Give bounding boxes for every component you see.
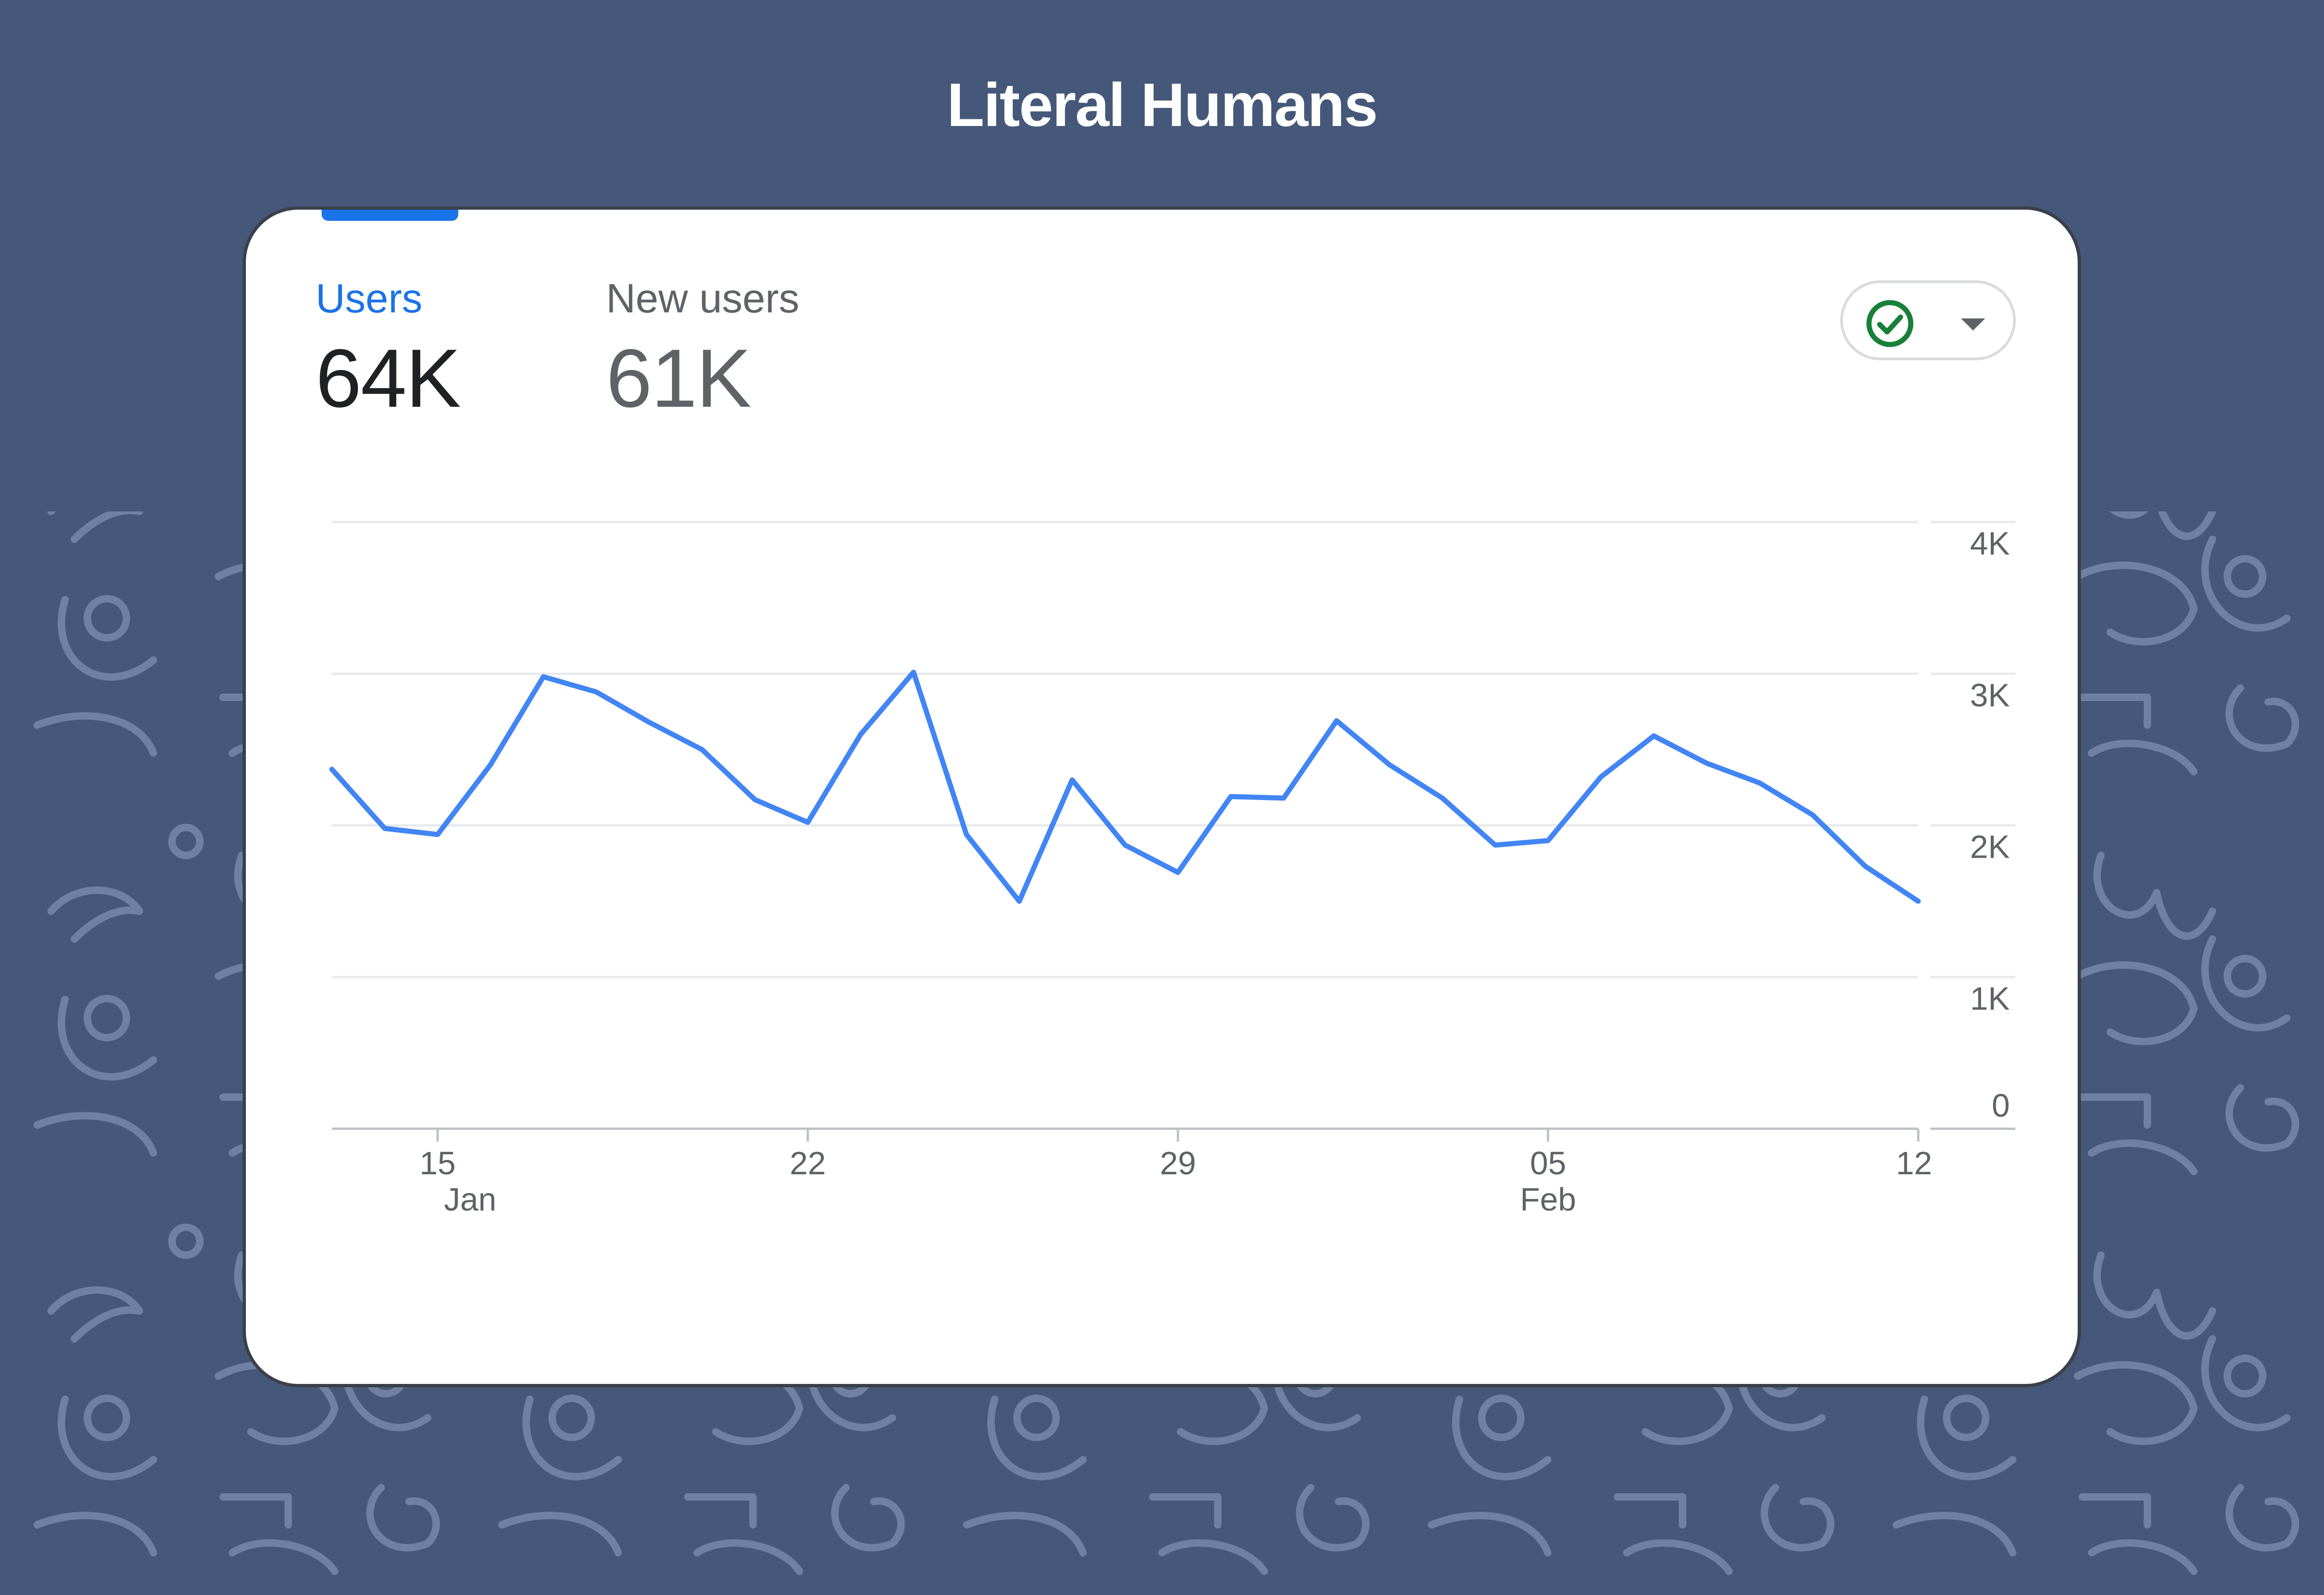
analytics-card: Users 64K New users 61K 0 1K 2K 3K 4K 15 Jan 22… bbox=[243, 206, 2081, 1387]
new-users-value: 61K bbox=[606, 332, 752, 424]
caret-down-icon bbox=[1961, 318, 1985, 331]
new-users-label: New users bbox=[606, 275, 799, 321]
tab-new-users[interactable]: New users 61K bbox=[606, 275, 799, 426]
check-circle-icon bbox=[1866, 300, 1914, 347]
chart-gridlines bbox=[332, 521, 2015, 1130]
x-tick-label: 22 bbox=[790, 1145, 826, 1181]
x-tick-month-label: Feb bbox=[1520, 1181, 1576, 1218]
tab-users[interactable]: Users 64K bbox=[316, 275, 461, 426]
x-tick-month-label: Jan bbox=[444, 1181, 496, 1218]
y-tick-label: 2K bbox=[1970, 829, 2010, 865]
users-label: Users bbox=[316, 275, 423, 321]
chart-series bbox=[329, 669, 1921, 904]
status-dropdown-button[interactable] bbox=[1840, 280, 2016, 360]
x-tick-label: 12 bbox=[1896, 1145, 1932, 1181]
y-tick-label: 0 bbox=[1992, 1087, 2010, 1124]
page-title: Literal Humans bbox=[947, 71, 1378, 139]
series-line-users bbox=[329, 669, 1921, 904]
x-tick-label: 05 bbox=[1530, 1145, 1566, 1181]
y-tick-label: 1K bbox=[1970, 980, 2010, 1017]
x-tick-label: 15 bbox=[420, 1145, 456, 1181]
x-tick-label: 29 bbox=[1160, 1145, 1196, 1181]
y-tick-label: 4K bbox=[1970, 525, 2010, 562]
active-tab-indicator bbox=[322, 210, 458, 221]
users-value: 64K bbox=[316, 332, 461, 424]
y-tick-label: 3K bbox=[1970, 677, 2010, 713]
